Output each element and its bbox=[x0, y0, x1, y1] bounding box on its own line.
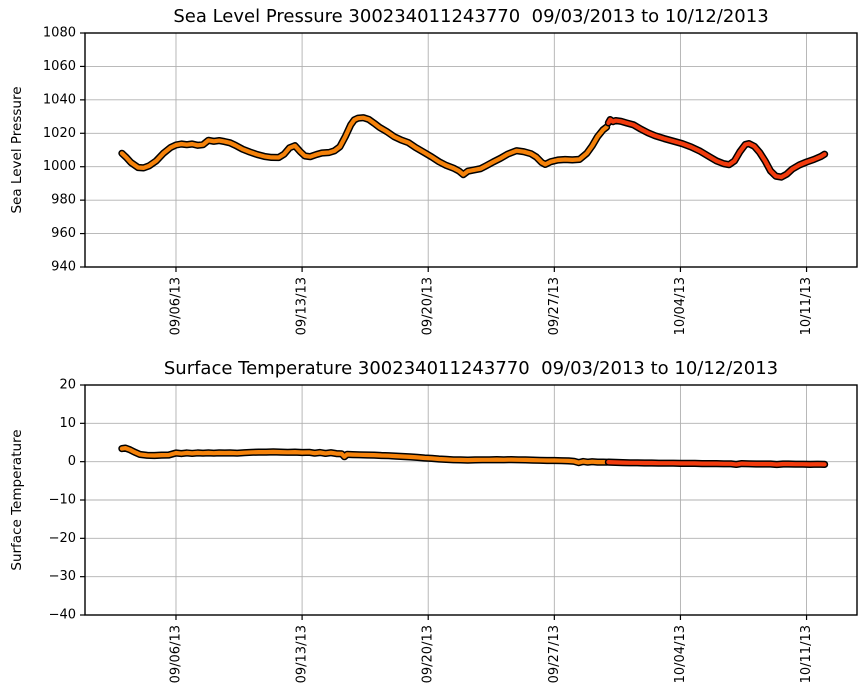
x-tick-label: 09/20/13 bbox=[421, 625, 436, 683]
x-tick-label: 09/27/13 bbox=[547, 277, 562, 335]
y-tick-label: 960 bbox=[51, 226, 76, 241]
x-tick-label: 10/04/13 bbox=[673, 625, 688, 683]
x-tick-label: 09/13/13 bbox=[295, 277, 310, 335]
y-tick-label: 1060 bbox=[43, 59, 76, 74]
pressure-early-deployment-line bbox=[119, 115, 609, 177]
y-tick-label: 1080 bbox=[43, 26, 76, 41]
pressure-late-deployment-line bbox=[606, 117, 827, 180]
x-tick-label: 09/06/13 bbox=[168, 277, 183, 335]
pressure-y-axis-label: Sea Level Pressure bbox=[9, 86, 25, 214]
y-tick-label: −10 bbox=[49, 493, 76, 508]
y-tick-label: 1020 bbox=[43, 126, 76, 141]
x-tick-label: 10/04/13 bbox=[673, 277, 688, 335]
temperature-early-deployment-line bbox=[119, 446, 609, 465]
plot-box bbox=[84, 32, 858, 268]
pressure-chart-title: Sea Level Pressure 300234011243770 09/03… bbox=[173, 6, 769, 27]
y-tick-label: 20 bbox=[59, 378, 76, 393]
x-tick-label: 09/13/13 bbox=[295, 625, 310, 683]
x-tick-label: 10/11/13 bbox=[799, 625, 814, 683]
x-tick-label: 09/27/13 bbox=[547, 625, 562, 683]
y-tick-label: 980 bbox=[51, 193, 76, 208]
y-tick-label: −40 bbox=[49, 608, 76, 623]
x-tick-label: 10/11/13 bbox=[799, 277, 814, 335]
y-tick-label: −30 bbox=[49, 569, 76, 584]
y-tick-label: 1000 bbox=[43, 159, 76, 174]
y-tick-label: −20 bbox=[49, 531, 76, 546]
temperature-y-axis-label: Surface Temperature bbox=[9, 429, 25, 571]
y-tick-label: 1040 bbox=[43, 92, 76, 107]
x-tick-label: 09/06/13 bbox=[168, 625, 183, 683]
temperature-late-deployment-line bbox=[606, 460, 827, 467]
y-tick-label: 940 bbox=[51, 260, 76, 275]
y-tick-label: 0 bbox=[68, 454, 76, 469]
x-tick-label: 09/20/13 bbox=[421, 277, 436, 335]
y-tick-label: 10 bbox=[59, 416, 76, 431]
temperature-chart-title: Surface Temperature 300234011243770 09/0… bbox=[163, 358, 779, 379]
